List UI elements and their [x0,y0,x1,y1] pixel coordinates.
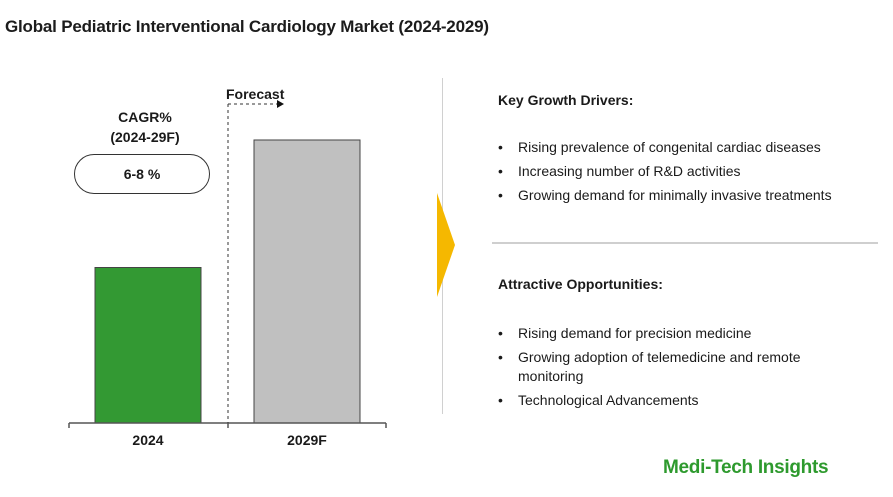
bar-2029f [253,139,361,424]
bar-chart: 2024 2029F [68,100,387,448]
list-item: Rising prevalence of congenital cardiac … [498,138,858,157]
x-tick-label: 2024 [132,432,163,448]
section-divider [492,242,878,244]
chevron-right-icon [437,193,455,297]
opportunities-list: Rising demand for precision medicine Gro… [498,324,858,415]
list-item: Growing adoption of telemedicine and rem… [498,348,858,386]
opportunities-title: Attractive Opportunities: [498,276,663,292]
list-item: Rising demand for precision medicine [498,324,858,343]
list-item: Increasing number of R&D activities [498,162,858,181]
brand-logo: Medi-Tech Insights [663,457,829,478]
x-tick-label: 2029F [287,432,327,448]
cagr-label-line1: CAGR% [118,109,172,125]
cagr-value-pill: 6-8 % [74,154,210,194]
page-title: Global Pediatric Interventional Cardiolo… [5,17,489,36]
list-item: Growing demand for minimally invasive tr… [498,186,858,205]
forecast-arrow-head [277,100,284,108]
cagr-label: CAGR% (2024-29F) [100,107,190,147]
forecast-label: Forecast [226,86,285,102]
drivers-title: Key Growth Drivers: [498,92,634,108]
cagr-value: 6-8 % [123,166,161,182]
list-item: Technological Advancements [498,391,858,410]
drivers-list: Rising prevalence of congenital cardiac … [498,138,858,210]
cagr-label-line2: (2024-29F) [110,129,180,145]
bar-2024 [94,267,202,424]
